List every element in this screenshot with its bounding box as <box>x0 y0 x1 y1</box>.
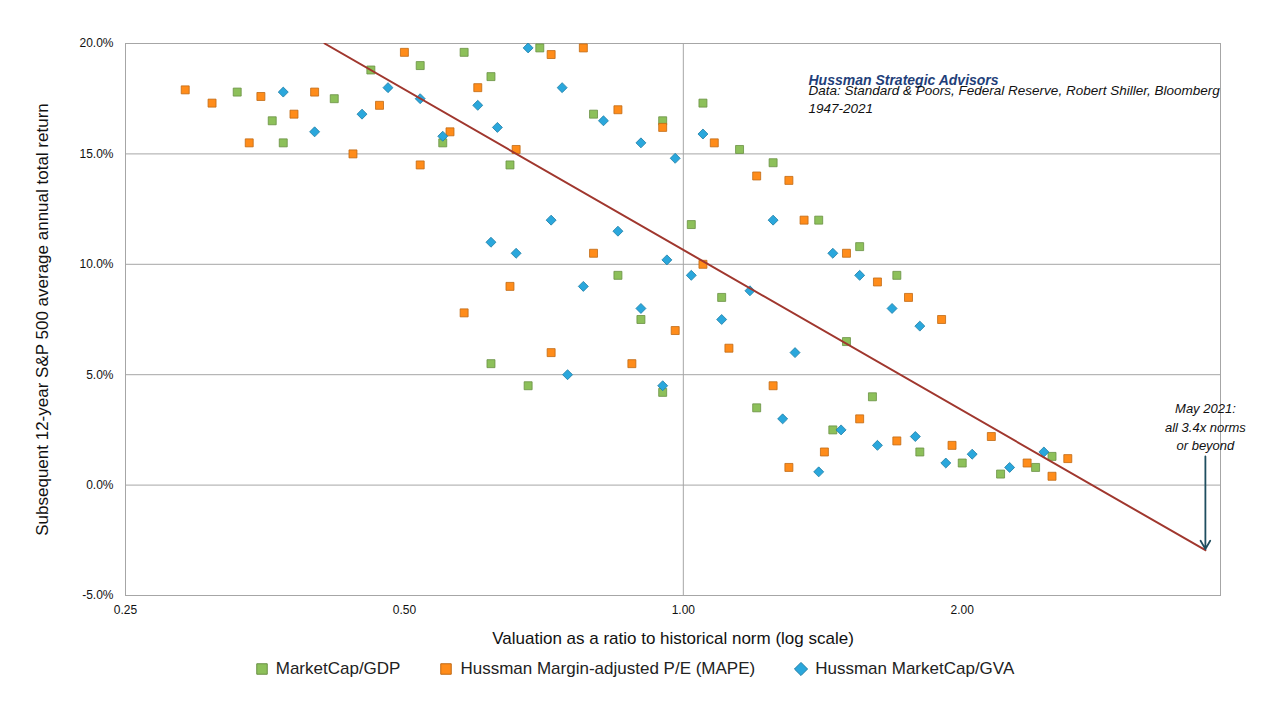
html-text:Hussman MarketCap/GVA: Hussman MarketCap/GVA <box>815 659 1015 678</box>
svg-text:2.00: 2.00 <box>951 603 975 617</box>
svg-text:15.0%: 15.0% <box>79 147 113 161</box>
svg-text:May 2021:all 3.4x normsor beyo: May 2021:all 3.4x normsor beyond <box>1165 401 1246 454</box>
svg-text:0.0%: 0.0% <box>86 478 114 492</box>
svg-text:Valuation as a ratio to histor: Valuation as a ratio to historical norm … <box>492 629 854 648</box>
svg-text:5.0%: 5.0% <box>86 368 114 382</box>
svg-text:20.0%: 20.0% <box>79 36 113 50</box>
svg-text:-5.0%: -5.0% <box>82 588 114 602</box>
svg-text:1.00: 1.00 <box>672 603 696 617</box>
svg-text:Subsequent 12-year S&P 500 ave: Subsequent 12-year S&P 500 average annua… <box>33 103 52 536</box>
svg-text:1947-2021: 1947-2021 <box>809 101 874 116</box>
svg-text:0.50: 0.50 <box>393 603 417 617</box>
svg-text:Hussman Strategic Advisors: Hussman Strategic Advisors <box>808 72 999 89</box>
svg-text:0.25: 0.25 <box>114 603 138 617</box>
html-text:MarketCap/GDP: MarketCap/GDP <box>275 659 401 678</box>
svg-text:10.0%: 10.0% <box>79 257 113 271</box>
html-text:Hussman Margin-adjusted P/E (M: Hussman Margin-adjusted P/E (MAPE) <box>460 659 756 678</box>
svg-text:Data: Standard & Poors, Federa: Data: Standard & Poors, Federal Reserve,… <box>809 83 1221 98</box>
